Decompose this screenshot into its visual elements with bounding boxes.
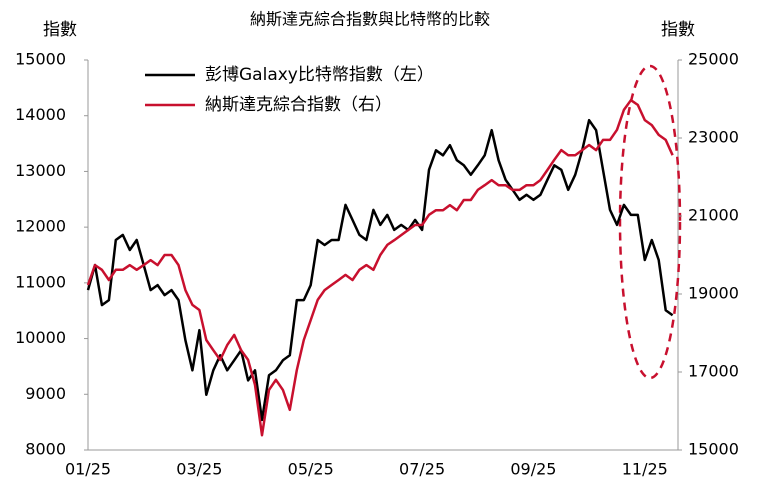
y2-tick-label: 19000: [688, 284, 739, 303]
y2-tick-label: 23000: [688, 128, 739, 147]
highlight-ellipse: [618, 64, 682, 380]
x-tick-label: 11/25: [622, 460, 668, 479]
series-line: [86, 98, 674, 437]
y2-tick-label: 17000: [688, 362, 739, 381]
y2-tick-label: 15000: [688, 440, 739, 459]
y-tick-label: 12000: [15, 217, 66, 236]
legend-label: 彭博Galaxy比特幣指數（左）: [205, 65, 434, 85]
x-tick-label: 07/25: [399, 460, 445, 479]
y-tick-label: 9000: [25, 384, 66, 403]
x-tick-label: 01/25: [65, 460, 111, 479]
y2-tick-label: 25000: [688, 50, 739, 69]
x-tick-label: 05/25: [288, 460, 334, 479]
y-tick-label: 13000: [15, 161, 66, 180]
legend-label: 納斯達克綜合指數（右）: [205, 95, 392, 115]
y-tick-label: 15000: [15, 50, 66, 69]
y-axis-label: 指數: [43, 20, 77, 40]
y-tick-label: 14000: [15, 105, 66, 124]
y-tick-label: 8000: [25, 440, 66, 459]
series-line: [86, 118, 674, 422]
y2-axis-label: 指數: [661, 20, 695, 40]
y-tick-label: 10000: [15, 328, 66, 347]
x-tick-label: 09/25: [510, 460, 556, 479]
chart-title: 納斯達克綜合指數與比特幣的比較: [250, 10, 490, 29]
y2-tick-label: 21000: [688, 206, 739, 225]
y-tick-label: 11000: [15, 272, 66, 291]
x-tick-label: 03/25: [176, 460, 222, 479]
